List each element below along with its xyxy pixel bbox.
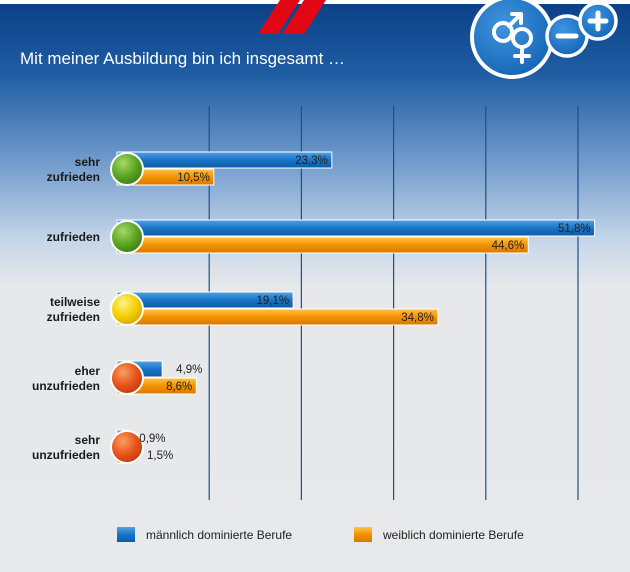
value-label-male-1: 51,8%	[558, 223, 591, 235]
value-labels: 23,3% 10,5% 51,8% 44,6% 19,1% 34,8% 4,9% 8,6% 0,…	[139, 155, 590, 462]
category-label-3-line1: eher	[75, 364, 101, 378]
bar-male-1	[116, 219, 596, 237]
brand-stripe-red-right	[282, 0, 326, 34]
value-label-male-4: 0,9%	[139, 433, 165, 445]
value-label-female-0: 10,5%	[177, 172, 210, 184]
value-label-female-2: 34,8%	[401, 312, 434, 324]
header-icons	[470, 0, 618, 79]
category-label-4-line1: sehr	[75, 433, 101, 447]
value-label-male-3: 4,9%	[176, 364, 202, 376]
legend-label-male: männlich dominierte Berufe	[146, 528, 292, 542]
category-marker-0	[110, 152, 144, 186]
category-markers	[110, 152, 144, 464]
bar-female-1	[116, 236, 529, 254]
category-label-2-line1: teilweise	[50, 295, 100, 309]
minus-plus-icon	[545, 1, 618, 58]
category-marker-3	[110, 361, 144, 395]
legend: männlich dominierte Berufe weiblich domi…	[117, 527, 524, 542]
legend-swatch-female	[354, 527, 372, 542]
category-label-2-line2: zufrieden	[47, 310, 100, 324]
chart-title: Mit meiner Ausbildung bin ich insgesamt …	[20, 49, 345, 68]
category-label-1: zufrieden	[47, 230, 100, 244]
gender-symbol-icon	[470, 0, 554, 79]
value-label-female-4: 1,5%	[147, 450, 173, 462]
category-labels: sehrzufriedenzufriedenteilweisezufrieden…	[32, 155, 100, 462]
value-label-male-2: 19,1%	[256, 295, 289, 307]
brand-stripe-red-left	[258, 0, 300, 34]
category-marker-4	[110, 430, 144, 464]
bars	[116, 151, 596, 464]
category-label-3-line2: unzufrieden	[32, 379, 100, 393]
value-label-female-1: 44,6%	[492, 240, 525, 252]
category-label-0-line1: sehr	[75, 155, 101, 169]
legend-swatch-male	[117, 527, 135, 542]
category-label-4-line2: unzufrieden	[32, 448, 100, 462]
category-marker-1	[110, 220, 144, 254]
category-label-0-line2: zufrieden	[47, 170, 100, 184]
value-label-male-0: 23,3%	[295, 155, 328, 167]
bar-female-2	[116, 308, 439, 326]
category-marker-2	[110, 292, 144, 326]
legend-label-female: weiblich dominierte Berufe	[382, 528, 524, 542]
value-label-female-3: 8,6%	[166, 381, 192, 393]
